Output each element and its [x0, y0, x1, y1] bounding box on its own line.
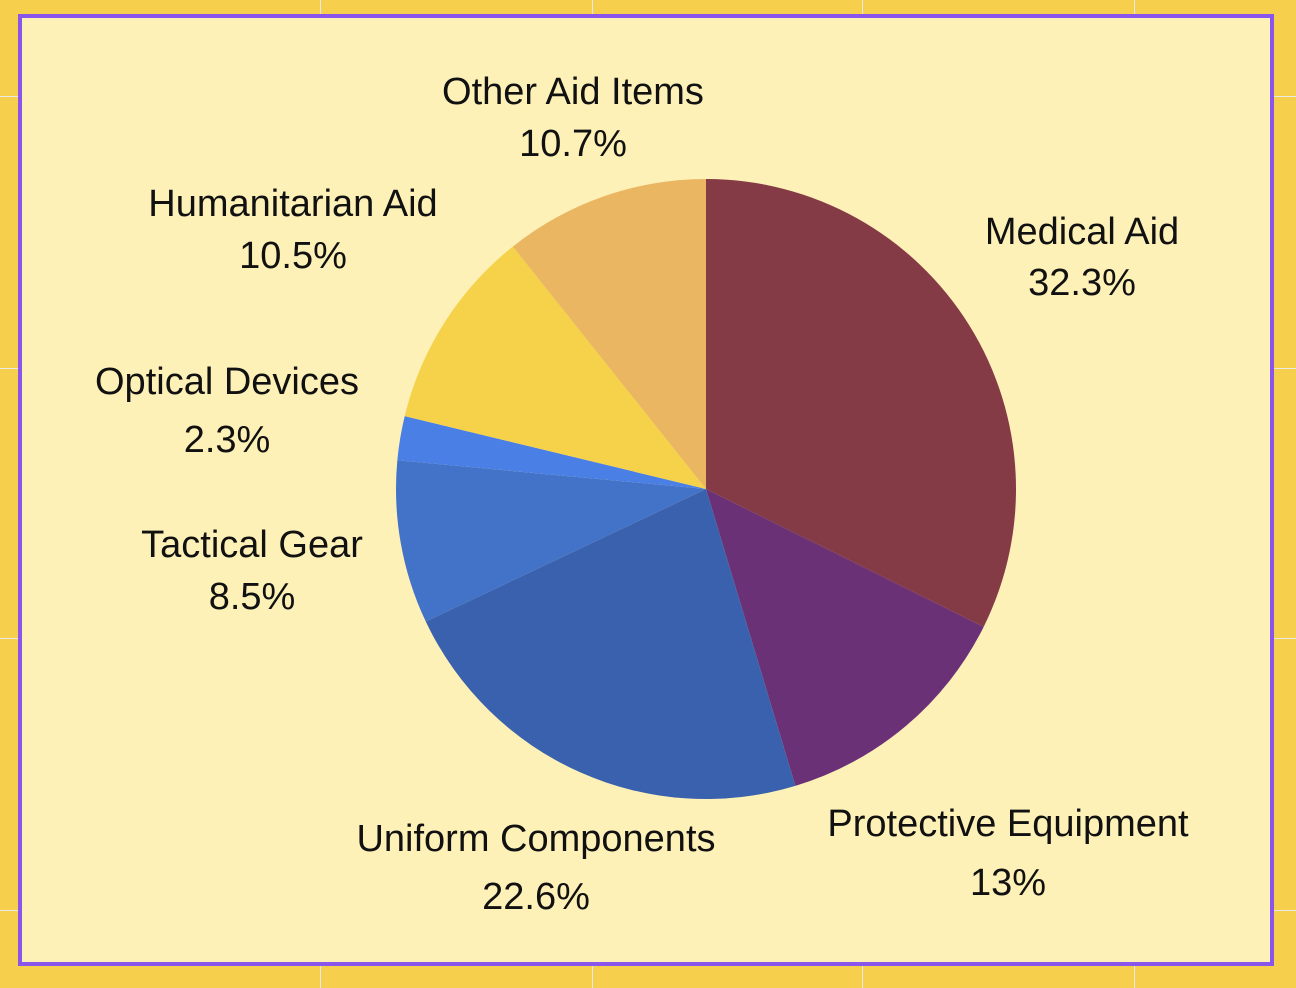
pie-slice-uniform-components: [425, 489, 796, 800]
slice-label-name: Uniform Components: [356, 818, 715, 860]
slice-label-name: Medical Aid: [985, 211, 1179, 253]
slice-label-value: 10.7%: [519, 123, 627, 165]
slice-label-humanitarian-aid: Humanitarian Aid 10.5%: [148, 183, 437, 277]
slice-label-value: 8.5%: [209, 576, 296, 618]
slice-label-uniform-components: Uniform Components 22.6%: [356, 818, 715, 918]
slice-label-value: 10.5%: [239, 235, 347, 277]
slice-label-name: Humanitarian Aid: [148, 183, 437, 225]
slice-label-value: 22.6%: [482, 876, 590, 918]
slice-label-medical-aid: Medical Aid 32.3%: [985, 211, 1179, 304]
slice-label-value: 2.3%: [184, 419, 271, 461]
pie-slice-optical-devices: [397, 416, 706, 489]
slice-label-name: Optical Devices: [95, 361, 359, 403]
slice-label-name: Other Aid Items: [442, 71, 704, 113]
slice-label-name: Tactical Gear: [141, 524, 363, 566]
pie-slice-other-aid-items: [512, 179, 706, 489]
slice-label-protective-equipment: Protective Equipment 13%: [827, 803, 1189, 904]
slice-label-tactical-gear: Tactical Gear 8.5%: [141, 524, 363, 618]
pie-slices: [395, 179, 1017, 800]
pie-slice-protective-equipment: [706, 489, 984, 786]
pie-slice-medical-aid: [706, 179, 1017, 627]
slice-label-value: 13%: [970, 862, 1046, 904]
slice-label-name: Protective Equipment: [827, 803, 1189, 845]
slice-label-value: 32.3%: [1028, 262, 1136, 304]
pie-slice-tactical-gear: [395, 460, 706, 622]
slice-label-other-aid-items: Other Aid Items 10.7%: [442, 71, 704, 165]
pie-slice-humanitarian-aid: [404, 246, 706, 489]
slice-label-optical-devices: Optical Devices 2.3%: [95, 361, 359, 461]
